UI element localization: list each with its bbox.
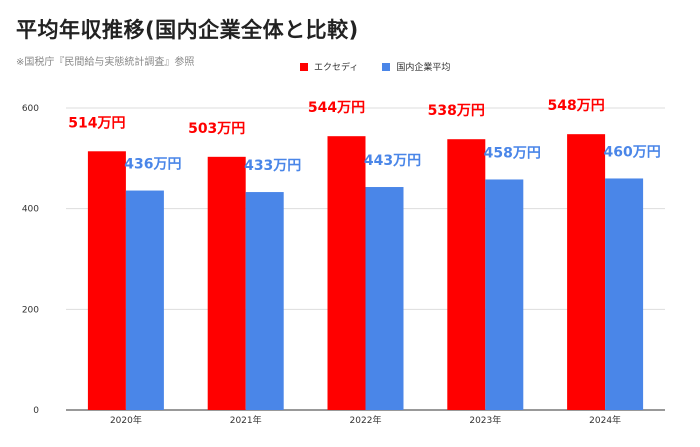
data-label: 458万円 [484,145,541,161]
data-label: 503万円 [188,121,245,137]
bar-domestic-average [485,179,524,410]
x-tick-label: 2024年 [589,414,621,426]
legend: エクセディ 国内企業平均 [300,60,450,73]
legend-swatch-exedy [300,62,308,71]
legend-label-exedy: エクセディ [314,63,359,73]
bar-exedy [327,136,366,411]
legend-item-domestic-average: 国内企業平均 [382,60,450,73]
x-tick-label: 2022年 [350,414,382,426]
bar-domestic-average [605,178,644,410]
legend-label-domestic-average: 国内企業平均 [396,63,451,73]
data-label: 514万円 [68,115,125,131]
x-tick-label: 2023年 [469,414,501,426]
data-label: 443万円 [364,153,421,169]
data-label: 538万円 [428,103,485,119]
legend-item-exedy: エクセディ [300,60,358,73]
chart-title: 平均年収推移(国内企業全体と比較) [16,18,359,42]
bar-domestic-average [125,190,164,410]
legend-swatch-domestic-average [382,62,391,71]
x-tick-label: 2020年 [110,414,142,426]
bar-exedy [207,156,246,410]
bar-exedy [567,134,606,410]
data-label: 544万円 [308,100,365,116]
x-tick-label: 2021年 [230,414,262,426]
data-label: 436万円 [124,157,181,173]
y-tick-label: 200 [22,305,39,315]
y-tick-label: 0 [33,406,39,416]
bar-domestic-average [245,192,284,410]
bar-exedy [87,151,126,410]
y-tick-label: 600 [22,104,39,114]
chart-source-note: ※国税庁『民間給与実態統計調査』参照 [16,57,195,68]
bar-domestic-average [365,187,404,410]
data-label: 548万円 [547,98,604,114]
bar-exedy [447,139,486,410]
data-label: 460万円 [603,144,660,160]
y-tick-label: 400 [22,205,39,215]
data-label: 433万円 [244,158,301,174]
